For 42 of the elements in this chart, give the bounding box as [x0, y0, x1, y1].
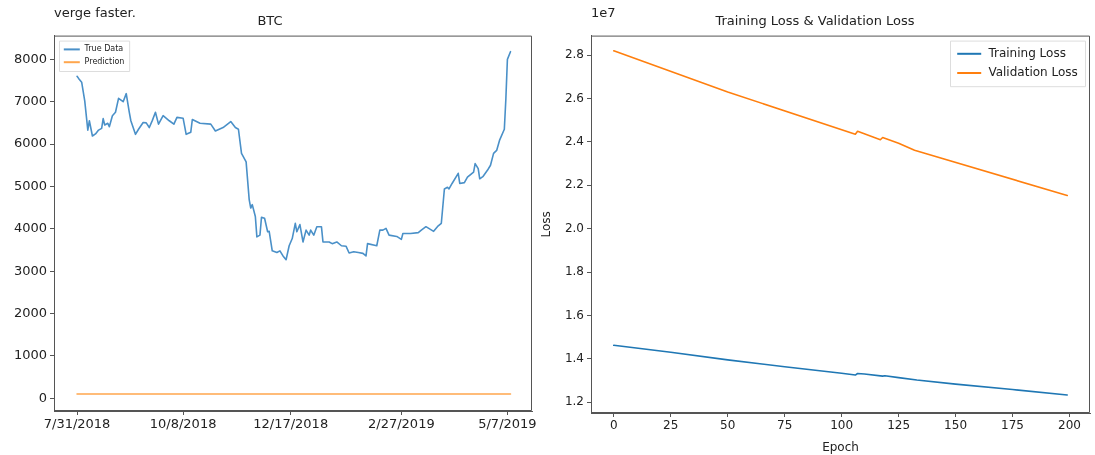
legend-label: True Data [83, 44, 124, 54]
x-tick-label: 150 [944, 418, 968, 433]
x-tick-label: 75 [777, 418, 793, 433]
y-tick-label: 2.6 [564, 90, 584, 105]
legend-label: Prediction [84, 57, 125, 67]
chart-title: Training Loss & Validation Loss [714, 13, 915, 29]
y-tick-label: 2.8 [564, 47, 584, 62]
y-tick-label: 1.2 [564, 394, 584, 409]
y-tick-label: 4000 [13, 220, 47, 236]
text: 1e7 [591, 5, 616, 21]
legend-label: Validation Loss [988, 65, 1078, 80]
y-tick-label: 2000 [13, 304, 47, 320]
x-tick-label: 25 [663, 418, 679, 433]
legend-label: Training Loss [987, 45, 1066, 60]
y-tick-label: 1.4 [564, 350, 584, 365]
y-tick-label: 8000 [13, 50, 47, 66]
y-tick-label: 1000 [13, 347, 47, 363]
x-tick-label: 2/27/2019 [368, 416, 435, 432]
x-tick-label: 175 [1001, 418, 1024, 433]
x-tick-label: 0 [609, 418, 618, 433]
y-tick-label: 2.4 [564, 134, 584, 148]
x-tick-label: 7/31/2018 [43, 416, 111, 432]
x-tick-label: 50 [720, 418, 736, 433]
y-tick-label: 2.2 [564, 177, 584, 192]
y-tick-label: 2.0 [564, 220, 584, 235]
y-tick-label: 1.6 [564, 307, 584, 322]
x-axis-title: Epoch [822, 439, 859, 454]
y-axis-title: Loss [539, 211, 554, 238]
y-tick-label: 7000 [13, 93, 47, 109]
x-tick-label: 125 [887, 418, 911, 433]
x-tick-label: 100 [830, 418, 854, 433]
x-tick-label: 12/17/2018 [253, 416, 329, 432]
chart-title: BTC [257, 13, 283, 29]
x-tick-label: 5/7/2019 [478, 416, 537, 432]
text: verge faster. [54, 5, 136, 21]
y-tick-label: 1.8 [564, 264, 584, 279]
x-tick-label: 200 [1058, 418, 1081, 433]
y-tick-label: 0 [38, 389, 47, 405]
x-tick-label: 10/8/2018 [149, 416, 217, 432]
y-tick-label: 3000 [13, 262, 47, 278]
y-tick-label: 5000 [13, 177, 47, 193]
y-tick-label: 6000 [13, 135, 47, 151]
